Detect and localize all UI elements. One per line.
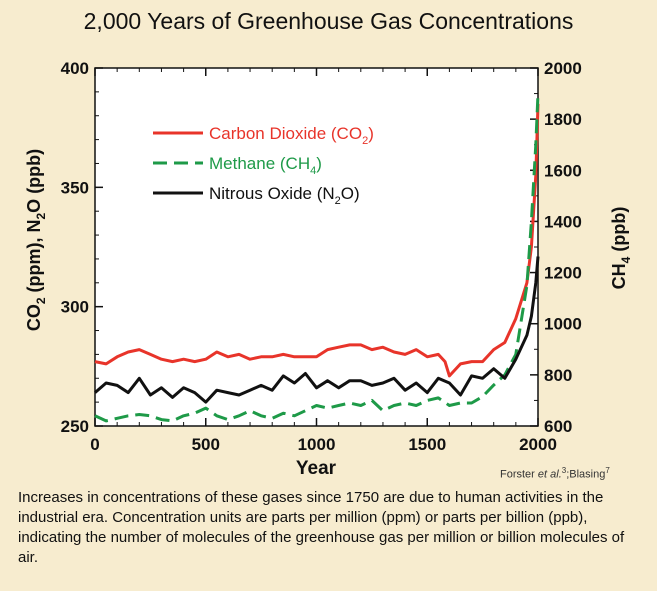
legend-label: Carbon Dioxide (CO2) — [209, 124, 374, 147]
x-tick-label: 2000 — [519, 435, 557, 454]
y-right-tick-label: 1400 — [544, 212, 582, 231]
caption: Increases in concentrations of these gas… — [18, 489, 625, 566]
chart-title: 2,000 Years of Greenhouse Gas Concentrat… — [83, 8, 574, 34]
y-right-tick-label: 1800 — [544, 110, 582, 129]
y-left-axis-label: CO2 (ppm), N2O (ppb) — [24, 149, 48, 331]
y-right-tick-label: 1200 — [544, 264, 582, 283]
y-right-tick-label: 800 — [544, 366, 572, 385]
y-right-tick-label: 1000 — [544, 315, 582, 334]
series-line-3 — [94, 256, 540, 404]
chart: 0 500 1000 1500 2000 250 300 350 400 600 800 1000 12… — [24, 59, 633, 479]
legend-label: Nitrous Oxide (N2O) — [209, 184, 360, 207]
y-right-tick-label: 2000 — [544, 59, 582, 78]
x-axis-label: Year — [296, 458, 337, 479]
y-left-tick-label: 400 — [61, 59, 89, 78]
y-right-tick-label: 1600 — [544, 161, 582, 180]
series-line-1 — [94, 103, 540, 378]
legend-label: Methane (CH4) — [209, 154, 322, 177]
x-tick-label: 1500 — [408, 435, 446, 454]
credit-etal: et al. — [537, 468, 562, 481]
credit-ref2: 7 — [605, 466, 610, 475]
source-credit: Forster et al.3;Blasing7 — [500, 466, 610, 481]
y-right-tick-label: 600 — [544, 417, 572, 436]
plot-area — [94, 67, 539, 427]
y-left-tick-label: 250 — [61, 417, 89, 436]
credit-author: Forster — [500, 468, 535, 481]
x-tick-label: 500 — [192, 435, 220, 454]
y-right-axis-label: CH4 (ppb) — [609, 207, 633, 290]
credit-ref1: 3 — [561, 466, 567, 475]
credit-sep: ;Blasing — [566, 468, 606, 481]
y-left-tick-label: 300 — [61, 298, 89, 317]
y-left-tick-label: 350 — [61, 178, 89, 197]
x-tick-label: 0 — [90, 435, 99, 454]
x-tick-label: 1000 — [298, 435, 336, 454]
